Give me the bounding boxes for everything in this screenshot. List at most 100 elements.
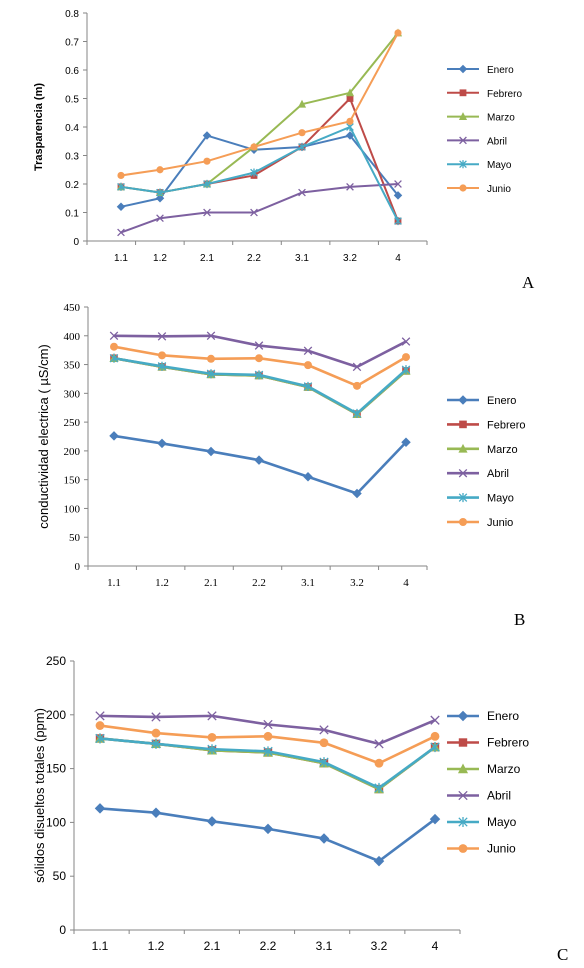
data-point	[401, 365, 411, 375]
y-tick-label: 0	[73, 237, 79, 248]
series-line	[99, 737, 436, 791]
y-tick-label: 450	[64, 302, 81, 314]
data-point	[430, 715, 440, 725]
legend-marker	[459, 160, 467, 169]
series-line	[113, 434, 407, 495]
x-tick-label: 4	[432, 939, 439, 953]
legend-item-marzo: Marzo	[447, 444, 518, 456]
data-point	[430, 742, 440, 753]
data-point	[151, 728, 161, 738]
x-tick-label: 3.2	[350, 577, 364, 589]
series-junio	[95, 721, 440, 768]
series-febrero	[117, 95, 402, 225]
legend-marker	[458, 790, 468, 801]
legend-item-abril: Abril	[447, 136, 507, 147]
data-point	[303, 381, 313, 391]
y-axis-label: conductividad electrica ( µS/cm)	[36, 344, 51, 529]
data-point	[207, 744, 217, 755]
legend-marker	[458, 395, 468, 405]
series-line	[113, 356, 407, 415]
legend-label: Junio	[487, 517, 513, 529]
data-point	[157, 332, 167, 341]
y-tick-label: 150	[64, 475, 81, 487]
data-point	[207, 711, 217, 721]
x-tick-label: 2.1	[204, 577, 218, 589]
data-point	[262, 823, 274, 835]
data-point	[298, 188, 306, 197]
data-point	[346, 182, 354, 191]
y-tick-label: 300	[64, 388, 81, 400]
legend-marker	[458, 844, 468, 853]
data-point	[206, 816, 218, 827]
data-point	[94, 803, 106, 814]
data-point	[207, 732, 217, 742]
y-tick-label: 100	[64, 503, 81, 515]
x-tick-label: 3.1	[316, 939, 333, 953]
legend-item-abril: Abril	[447, 468, 509, 480]
y-tick-label: 200	[46, 708, 66, 722]
x-tick-label: 2.1	[204, 939, 221, 953]
data-point	[352, 408, 362, 419]
x-tick-label: 1.2	[148, 939, 165, 953]
y-tick-label: 0.6	[65, 66, 79, 77]
data-point	[95, 733, 105, 744]
x-tick-label: 3.1	[295, 253, 309, 264]
data-point	[206, 331, 216, 341]
data-point	[116, 202, 126, 212]
data-point	[393, 191, 403, 200]
legend-marker	[459, 136, 467, 145]
panel-letter: B	[514, 610, 525, 629]
legend-marker	[459, 518, 467, 526]
data-point	[95, 711, 105, 721]
legend-label: Junio	[487, 842, 516, 856]
series-enero	[109, 431, 411, 499]
data-point	[250, 143, 258, 151]
legend-marker	[459, 89, 467, 97]
data-point	[263, 719, 273, 730]
series-mayo	[95, 733, 440, 794]
legend-label: Febrero	[487, 89, 522, 100]
y-tick-label: 50	[69, 532, 81, 544]
series-abril	[117, 180, 402, 237]
legend-item-marzo: Marzo	[447, 762, 521, 776]
data-point	[401, 337, 411, 346]
legend-marker	[458, 493, 468, 503]
y-tick-label: 0.8	[65, 9, 79, 20]
y-tick-label: 400	[64, 331, 81, 343]
data-point	[352, 362, 362, 372]
data-point	[254, 341, 264, 350]
series-line	[99, 807, 436, 863]
legend-item-febrero: Febrero	[447, 419, 526, 431]
x-tick-label: 3.1	[301, 577, 315, 589]
series-line	[120, 32, 399, 177]
data-point	[401, 437, 411, 448]
data-point	[394, 216, 402, 226]
legend-marker	[459, 184, 467, 192]
chart-a: 0 0.1 0.2 0.3 0.4 0.5 0.6 0.7 0.8 1.1 1.2 2.1 2.2 3.1…	[33, 9, 535, 292]
y-tick-label: 0.3	[65, 152, 79, 163]
legend-label: Abril	[487, 468, 509, 480]
data-point	[298, 142, 306, 152]
legend-marker	[457, 763, 469, 774]
data-point	[374, 758, 384, 768]
x-tick-label: 1.2	[153, 253, 167, 264]
data-point	[254, 370, 264, 380]
y-tick-label: 0	[75, 561, 81, 573]
series-junio	[117, 29, 402, 180]
series-abril	[95, 711, 440, 749]
data-point	[374, 739, 384, 749]
series-line	[99, 737, 436, 791]
data-point	[202, 131, 212, 140]
data-point	[207, 354, 215, 363]
data-point	[156, 188, 164, 197]
data-point	[206, 369, 216, 379]
x-tick-label: 4	[395, 253, 401, 264]
legend-label: Junio	[487, 184, 511, 195]
x-tick-label: 3.2	[371, 939, 388, 953]
x-tick-label: 4	[403, 577, 409, 589]
x-tick-label: 1.2	[155, 577, 169, 589]
legend-marker	[459, 420, 467, 429]
y-tick-label: 0.1	[65, 209, 79, 220]
legend-item-junio: Junio	[447, 517, 513, 529]
